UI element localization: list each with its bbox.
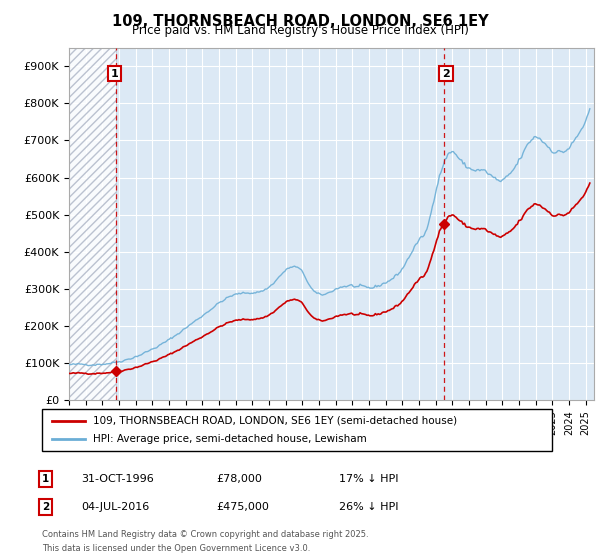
- Text: Contains HM Land Registry data © Crown copyright and database right 2025.: Contains HM Land Registry data © Crown c…: [42, 530, 368, 539]
- Text: Price paid vs. HM Land Registry's House Price Index (HPI): Price paid vs. HM Land Registry's House …: [131, 24, 469, 37]
- Text: 2: 2: [442, 68, 450, 78]
- Text: 1: 1: [111, 68, 119, 78]
- Text: 1: 1: [42, 474, 49, 484]
- Text: £475,000: £475,000: [216, 502, 269, 512]
- Text: 17% ↓ HPI: 17% ↓ HPI: [339, 474, 398, 484]
- Text: 109, THORNSBEACH ROAD, LONDON, SE6 1EY (semi-detached house): 109, THORNSBEACH ROAD, LONDON, SE6 1EY (…: [93, 416, 457, 426]
- FancyBboxPatch shape: [42, 409, 552, 451]
- Text: £78,000: £78,000: [216, 474, 262, 484]
- Text: 26% ↓ HPI: 26% ↓ HPI: [339, 502, 398, 512]
- Text: 31-OCT-1996: 31-OCT-1996: [81, 474, 154, 484]
- Text: 109, THORNSBEACH ROAD, LONDON, SE6 1EY: 109, THORNSBEACH ROAD, LONDON, SE6 1EY: [112, 14, 488, 29]
- Text: HPI: Average price, semi-detached house, Lewisham: HPI: Average price, semi-detached house,…: [93, 434, 367, 444]
- Bar: [69, 48, 116, 400]
- Text: 2: 2: [42, 502, 49, 512]
- Text: 04-JUL-2016: 04-JUL-2016: [81, 502, 149, 512]
- Text: This data is licensed under the Open Government Licence v3.0.: This data is licensed under the Open Gov…: [42, 544, 310, 553]
